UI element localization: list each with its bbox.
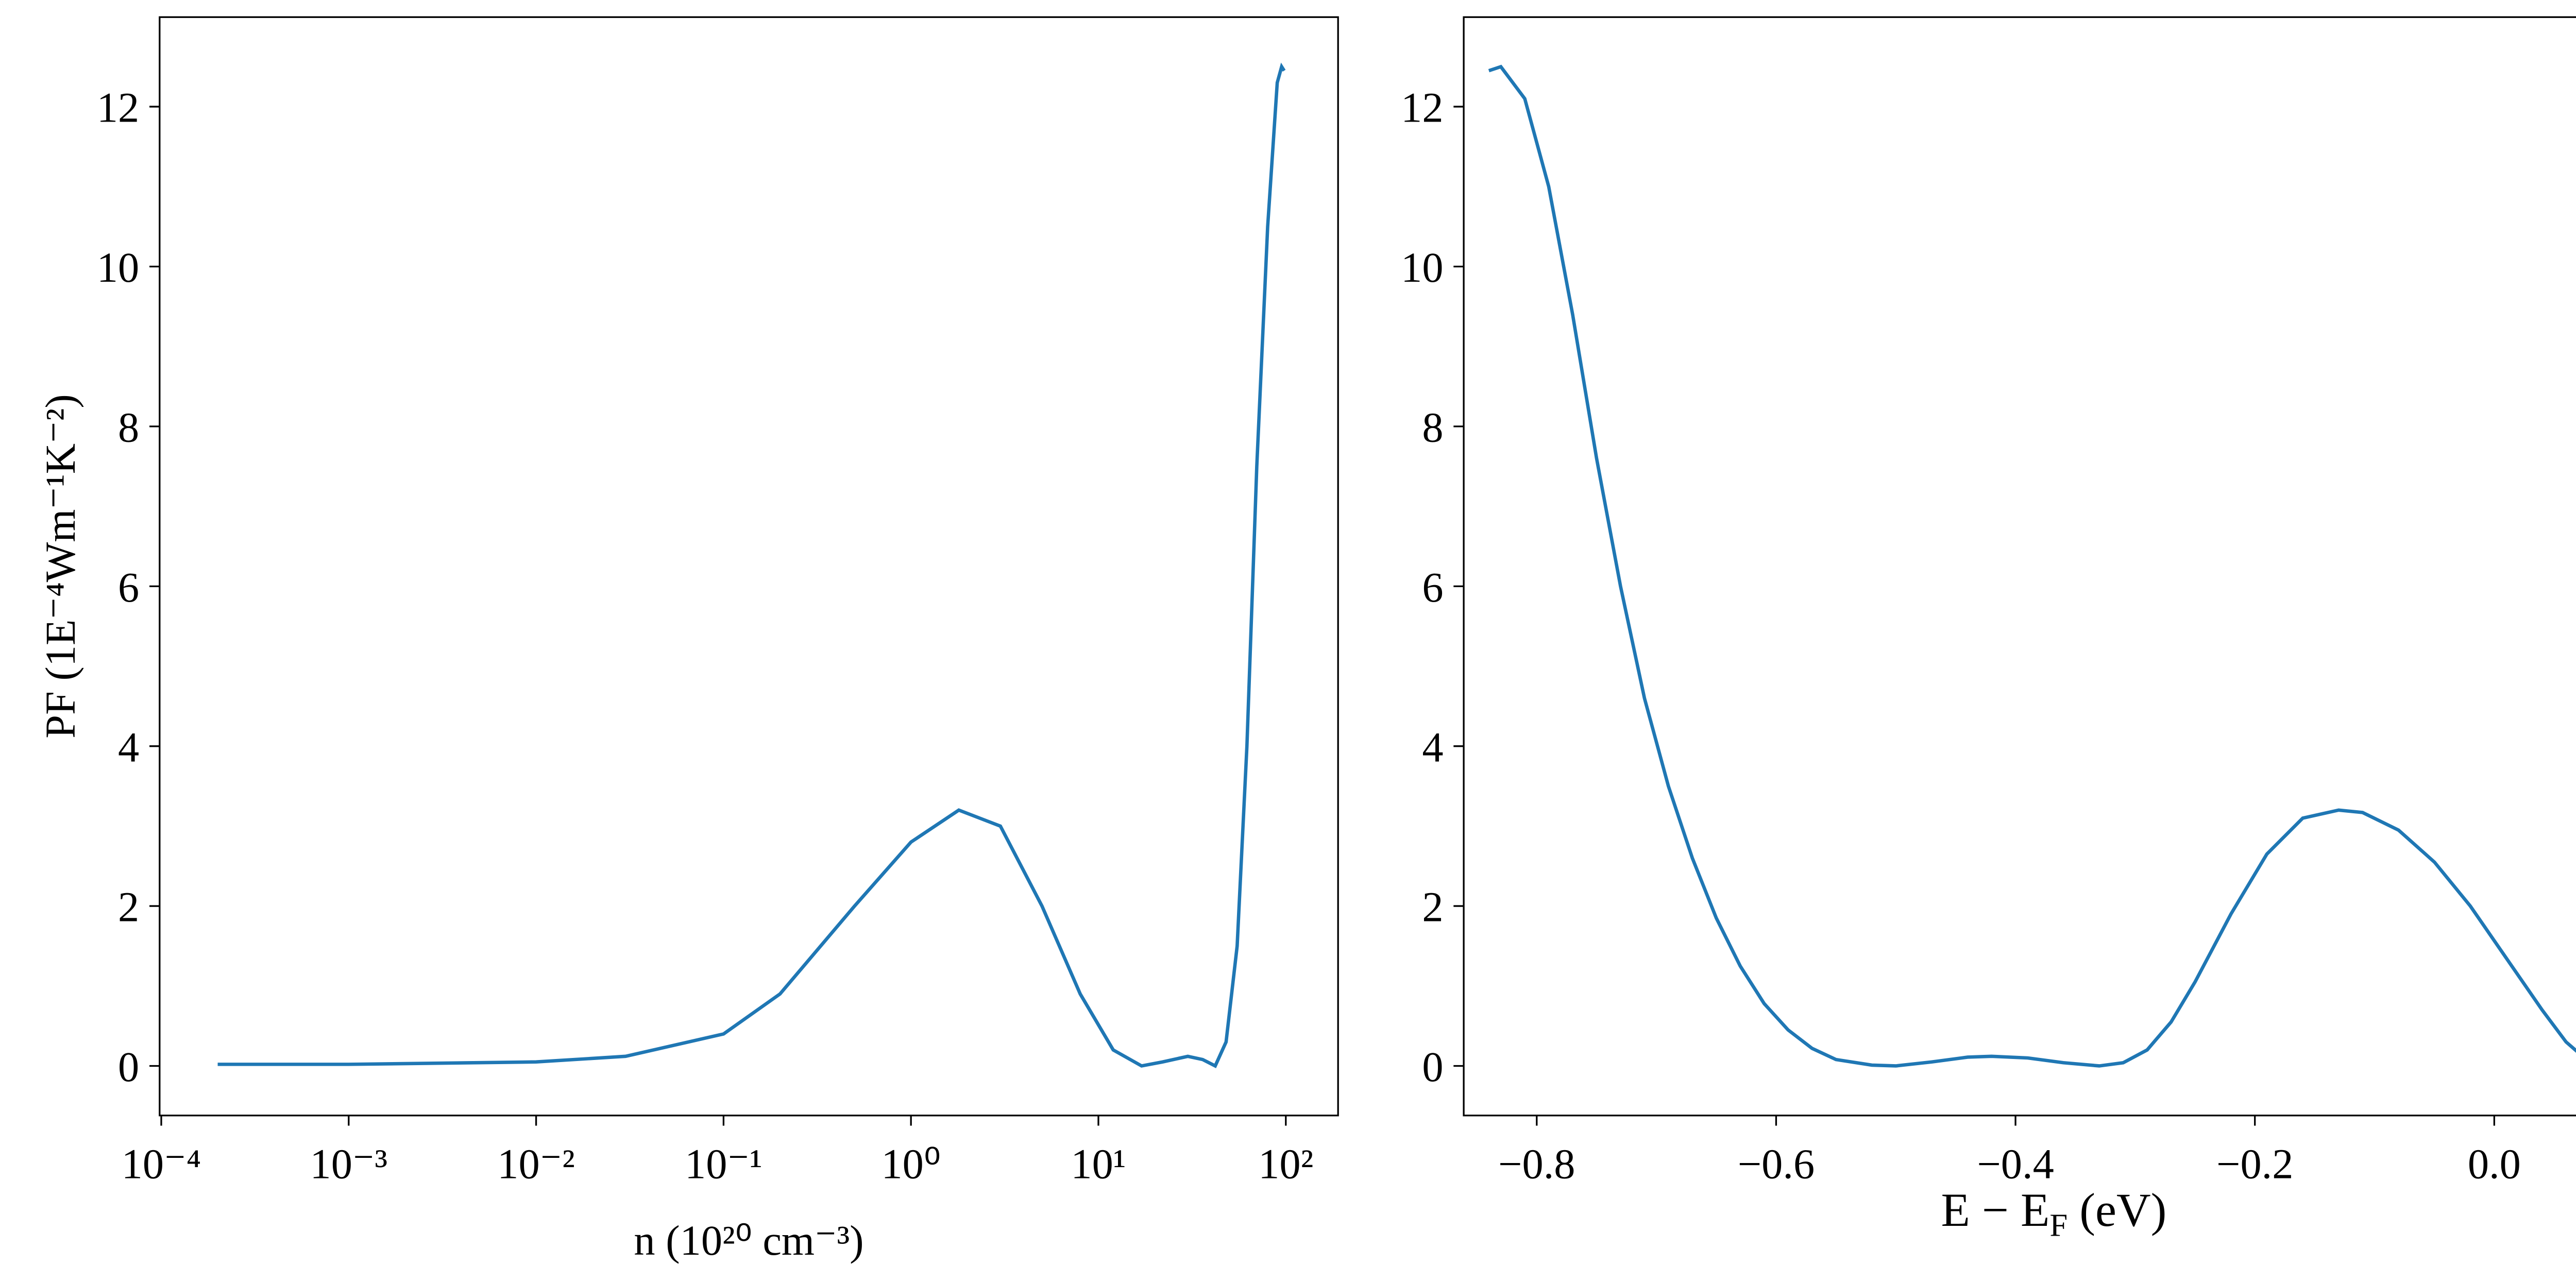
x-axis-label-part: (eV) [2067,1184,2166,1236]
x-tick-label: 10¹ [1071,1141,1126,1188]
y-tick-label: 12 [97,84,139,131]
plot-frame [1463,16,2576,1117]
x-tick-label: 10⁻² [497,1141,575,1188]
y-tick-label: 2 [1422,884,1443,931]
y-tick-label: 10 [97,244,139,291]
x-tick-label: −0.2 [2216,1141,2293,1188]
plot-frame [159,16,1339,1117]
y-tick-label: 10 [1401,244,1443,291]
y-tick-label: 6 [1422,564,1443,611]
x-axis-label-part: E − E [1941,1184,2049,1236]
y-tick-label: 8 [1422,404,1443,451]
x-tick-label: 10⁻⁴ [122,1141,201,1188]
data-line [1488,64,2576,1068]
x-tick-label: −0.8 [1498,1141,1575,1188]
x-tick-label: 10² [1258,1141,1313,1188]
y-tick-label: 0 [118,1044,139,1090]
x-tick-label: −0.6 [1738,1141,1815,1188]
x-tick-label: 10⁻¹ [685,1141,762,1188]
x-tick-label: 10⁻³ [310,1141,388,1188]
x-axis-label: E − EF (eV) [1941,1184,2166,1243]
x-tick-label: 0.0 [2468,1141,2521,1188]
x-axis-label: n (10²⁰ cm⁻³) [634,1217,863,1264]
y-tick-label: 12 [1401,84,1443,131]
y-tick-label: 8 [118,404,139,451]
y-tick-label: 4 [118,724,139,771]
y-tick-label: 2 [118,884,139,931]
data-line [217,62,1286,1068]
y-tick-label: 4 [1422,724,1443,771]
x-tick-label: 10⁰ [881,1141,940,1188]
y-tick-label: 0 [1422,1044,1443,1090]
x-tick-label: −0.4 [1977,1141,2054,1188]
y-axis-label: PF (1E⁻⁴Wm⁻¹K⁻²) [37,394,84,738]
y-tick-label: 6 [118,564,139,611]
x-axis-label-part: F [2049,1207,2067,1243]
